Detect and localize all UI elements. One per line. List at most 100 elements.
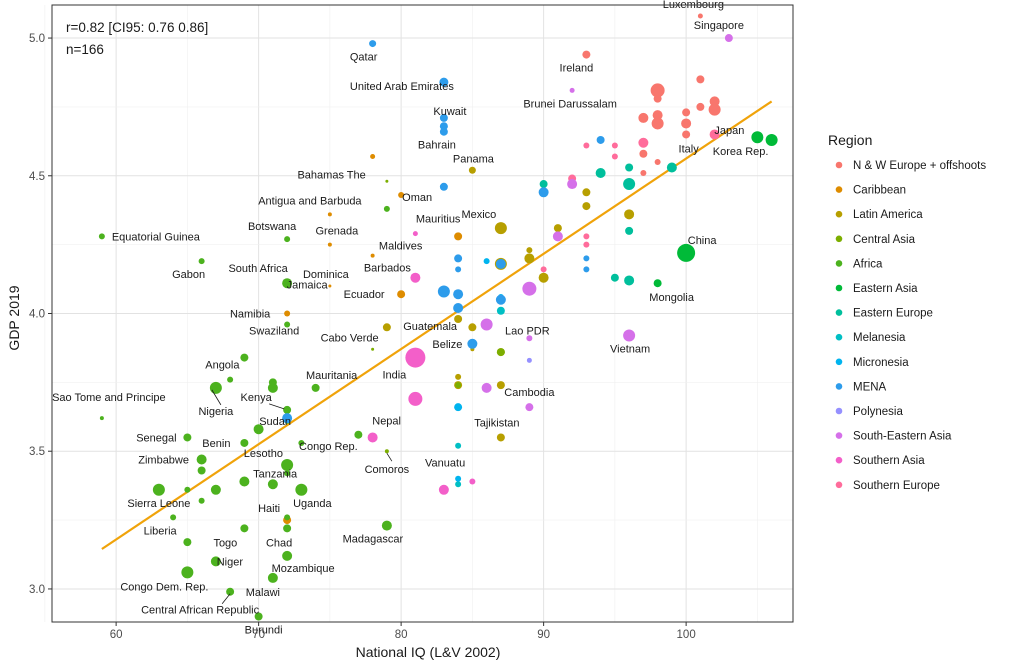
label-leader-line (211, 389, 222, 406)
point-label: Grenada (315, 226, 359, 238)
data-point (254, 612, 263, 621)
data-point (611, 142, 618, 149)
data-point (209, 381, 222, 394)
data-point (454, 232, 463, 241)
point-label: Mexico (461, 209, 496, 221)
data-point (539, 180, 548, 189)
legend-swatch (835, 358, 843, 366)
data-point (405, 347, 426, 368)
point-label: Malawi (246, 587, 280, 599)
label-leader-line (268, 403, 285, 410)
data-point (681, 118, 692, 129)
data-point (454, 254, 463, 263)
data-point (765, 133, 778, 146)
data-point (99, 416, 104, 421)
point-label: Togo (213, 537, 237, 549)
data-point (384, 449, 389, 454)
point-label: Uganda (293, 498, 332, 510)
data-point (709, 96, 720, 107)
legend-swatch (835, 186, 843, 193)
data-point (152, 483, 165, 496)
data-point (595, 168, 606, 179)
point-label: Korea Rep. (713, 146, 769, 158)
point-label: Qatar (350, 52, 378, 64)
legend-swatch (835, 481, 843, 489)
data-point (481, 382, 492, 393)
point-label: India (382, 370, 407, 382)
y-tick-label: 4.5 (29, 171, 45, 183)
point-label: Jamaica (287, 280, 329, 292)
point-label: Tajikistan (474, 417, 519, 429)
data-point (610, 273, 619, 282)
axis-ticks: 60 70 80 90 100 3.0 3.5 4.0 4.5 5.0 (29, 33, 696, 641)
legend-swatch (835, 383, 843, 390)
data-point (582, 202, 591, 211)
legend-swatch (835, 309, 843, 316)
data-point (383, 205, 390, 212)
data-point (653, 94, 662, 103)
legend-swatch (835, 432, 843, 439)
legend-entry: Central Asia (853, 234, 916, 246)
data-point (410, 272, 421, 283)
x-axis-title: National IQ (L&V 2002) (356, 644, 501, 660)
legend-entry: Caribbean (853, 185, 906, 197)
data-point (408, 391, 423, 406)
data-point (439, 77, 449, 87)
data-point (467, 338, 478, 349)
data-point (381, 520, 392, 531)
data-point (183, 433, 192, 442)
data-point (385, 179, 389, 183)
data-point (708, 103, 721, 116)
legend-swatch (835, 210, 843, 218)
data-point (327, 242, 332, 247)
data-point (468, 323, 477, 332)
data-point (282, 278, 293, 289)
data-point (328, 284, 332, 288)
data-point (496, 306, 505, 315)
sample-size-text: n=166 (66, 42, 104, 57)
data-point (239, 476, 250, 487)
point-label: Comoros (365, 464, 410, 476)
point-label: Mauritius (416, 213, 461, 225)
x-tick-label: 70 (252, 629, 265, 641)
data-point (298, 439, 305, 446)
point-label: Brunei Darussalam (523, 98, 617, 110)
data-point (327, 212, 332, 217)
point-label: Cabo Verde (321, 332, 379, 344)
data-point (582, 50, 591, 59)
y-tick-label: 3.5 (29, 446, 45, 458)
data-point (397, 290, 406, 299)
data-point (751, 131, 764, 144)
data-point (495, 294, 506, 305)
data-point (439, 127, 448, 136)
data-point (496, 381, 505, 390)
data-point (709, 129, 720, 140)
point-label: Sierra Leone (127, 498, 190, 510)
data-point (538, 272, 549, 283)
point-label: China (688, 235, 718, 247)
point-label: Angola (205, 360, 240, 372)
data-point (170, 514, 177, 521)
data-point (526, 247, 533, 254)
data-point (398, 192, 405, 199)
data-point (455, 475, 462, 482)
point-label: Japan (714, 125, 744, 137)
data-point (455, 373, 462, 380)
point-label: Benin (202, 438, 230, 450)
data-point (483, 258, 490, 265)
legend-entry: N & W Europe + offshoots (853, 160, 986, 172)
point-label: Swaziland (249, 326, 299, 338)
data-point (284, 310, 291, 317)
point-label: Mauritania (306, 370, 358, 382)
data-point (282, 550, 293, 561)
data-point (437, 285, 450, 298)
point-label: Cambodia (504, 387, 555, 399)
data-point (382, 323, 391, 332)
data-point (625, 163, 634, 172)
data-point (367, 432, 378, 443)
point-label: Vietnam (610, 344, 650, 356)
point-label: Bahrain (418, 140, 456, 152)
point-label: Haiti (258, 503, 280, 515)
legend-swatch (835, 260, 843, 267)
